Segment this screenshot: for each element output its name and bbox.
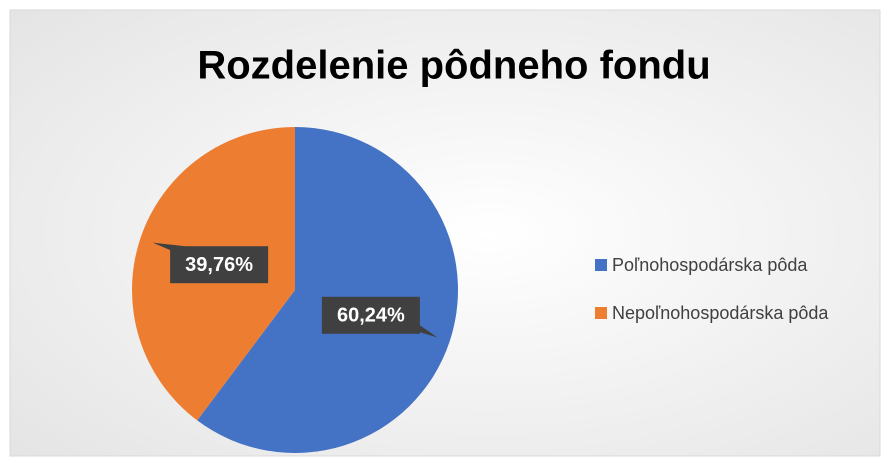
legend-swatch	[595, 259, 607, 271]
data-label: 39,76%	[185, 254, 253, 276]
label-box	[170, 246, 269, 284]
legend-label: Nepoľnohospodárska pôda	[612, 303, 829, 323]
data-label: 60,24%	[337, 305, 405, 327]
pie-slice	[197, 127, 458, 453]
legend-swatch	[595, 307, 607, 319]
legend-label: Poľnohospodárska pôda	[612, 255, 808, 275]
label-box	[321, 296, 420, 334]
chart-title: Rozdelenie pôdneho fondu	[197, 44, 710, 88]
